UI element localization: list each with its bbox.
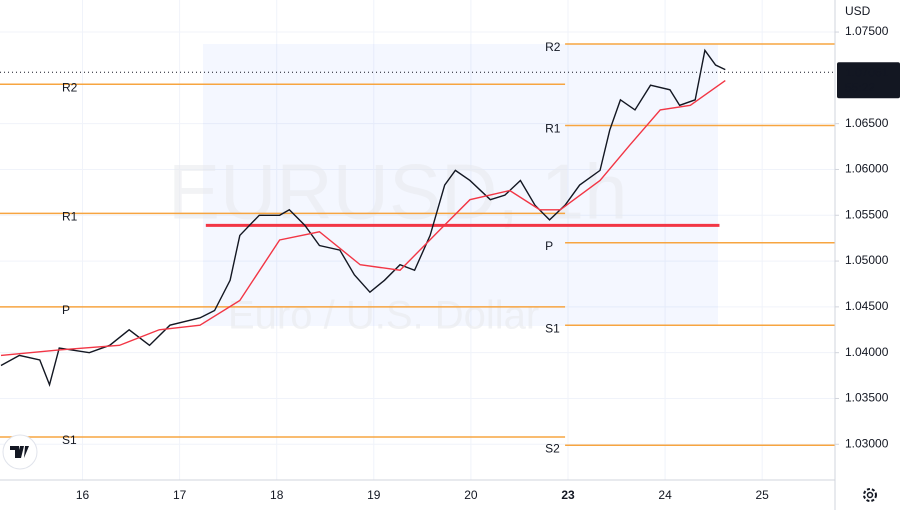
pivot-label: S2 <box>545 441 560 455</box>
last-price-label: 1.07061 <box>845 65 889 79</box>
pivot-label: S1 <box>62 433 77 447</box>
price-line <box>0 80 726 357</box>
logo <box>2 434 38 470</box>
x-tick-label: 24 <box>658 488 672 502</box>
profile-range <box>203 44 718 326</box>
settings-icon[interactable] <box>863 488 877 502</box>
axes: 1.07500 1.06500 1.06000 1.05500 1.05000 1.045… <box>76 24 900 502</box>
y-tick-label: 1.03000 <box>845 436 889 450</box>
pivot-label: S1 <box>545 321 560 335</box>
pivot-label: P <box>62 303 70 317</box>
pivot-label: R2 <box>545 40 561 54</box>
pivot-label: P <box>545 239 553 253</box>
currency: USD <box>845 4 871 18</box>
plot: R2 R1 P S1 R2 R1 P S1 S2 <box>0 40 835 455</box>
x-tick-label: 19 <box>367 488 381 502</box>
last-price-box <box>837 62 900 99</box>
y-tick-label: 1.06000 <box>845 162 889 176</box>
countdown: 55:22 <box>845 80 875 94</box>
x-tick-label: 25 <box>756 488 770 502</box>
price-line <box>0 48 726 387</box>
y-tick-label: 1.06500 <box>845 116 889 130</box>
grid <box>0 0 835 480</box>
pivot-label: R2 <box>62 80 78 94</box>
y-tick-label: 1.05000 <box>845 253 889 267</box>
y-tick-label: 1.04000 <box>845 345 889 359</box>
y-tick-label: 1.03500 <box>845 391 889 405</box>
y-tick-label: 1.05500 <box>845 207 889 221</box>
x-tick-label: 20 <box>464 488 478 502</box>
x-tick-label: 23 <box>561 488 575 502</box>
pivot-label: R1 <box>62 210 78 224</box>
x-tick-label: 17 <box>173 488 187 502</box>
pivot-label: R1 <box>545 122 561 136</box>
y-tick-label: 1.04500 <box>845 299 889 313</box>
x-tick-label: 18 <box>270 488 284 502</box>
y-tick-label: 1.07500 <box>845 24 889 38</box>
watermark-description: Euro / U.S. Dollar <box>228 294 539 338</box>
x-tick-label: 16 <box>76 488 90 502</box>
watermark-symbol: EURUSD, 1h <box>168 148 627 236</box>
